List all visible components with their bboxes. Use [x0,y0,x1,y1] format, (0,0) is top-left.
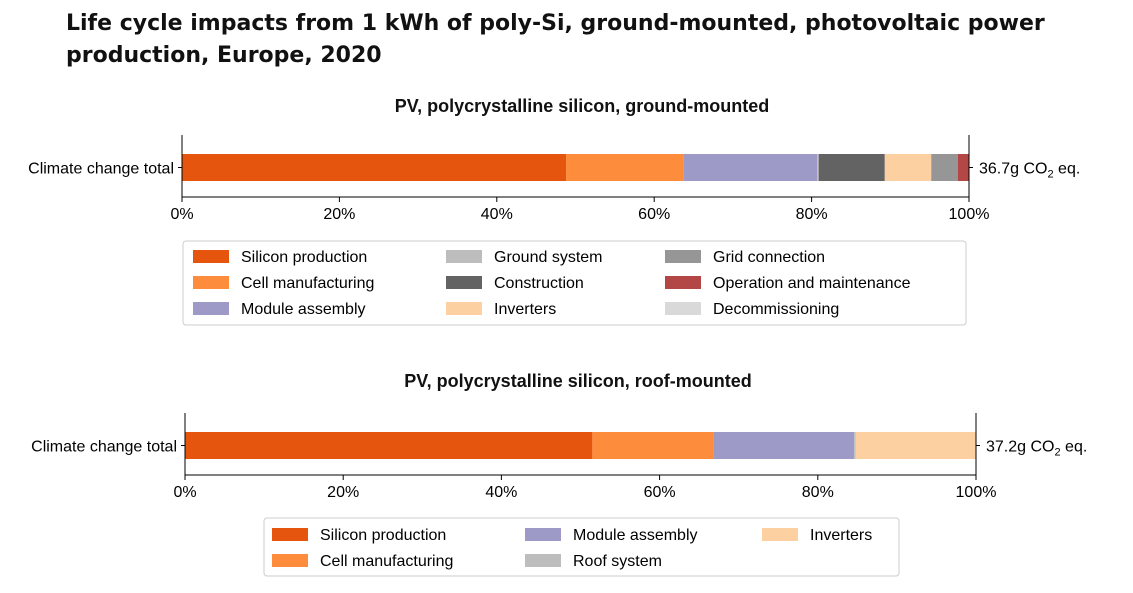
total-label: 36.7g CO2 eq. [979,161,1080,181]
legend-swatch [193,302,229,315]
legend-label: Decommissioning [713,301,839,318]
bar-segment-cell-manufacturing [592,432,714,459]
x-tick-label: 80% [802,484,834,501]
legend-label: Module assembly [241,301,366,318]
legend-label: Operation and maintenance [713,275,911,292]
bar-segment-operation-and-maintenance [957,154,969,181]
legend-box [263,517,900,577]
legend-swatch [665,276,701,289]
bar-segment-cell-manufacturing [566,154,684,181]
legend-swatch [665,250,701,263]
bar-segment-inverters [884,154,932,181]
legend-label: Grid connection [713,249,825,266]
legend-swatch [446,302,482,315]
bar-segment-roof-system [854,432,856,459]
x-tick-label: 0% [173,484,196,501]
legend-label: Module assembly [573,527,698,544]
bar-segment-module-assembly [683,154,818,181]
legend-swatch [272,528,308,541]
legend-label: Inverters [810,527,872,544]
legend-label: Construction [494,275,584,292]
x-tick-label: 60% [644,484,676,501]
legend-label: Roof system [573,553,662,570]
x-tick-label: 100% [949,206,990,223]
legend-swatch [272,554,308,567]
x-tick-label: 40% [485,484,517,501]
legend-swatch [665,302,701,315]
legend-label: Silicon production [241,249,367,266]
bar-segment-module-assembly [713,432,855,459]
chart-title: PV, polycrystalline silicon, roof-mounte… [404,371,751,391]
legend-swatch [446,250,482,263]
legend-swatch [525,528,561,541]
x-tick-label: 60% [638,206,670,223]
legend-label: Cell manufacturing [241,275,374,292]
legend-label: Silicon production [320,527,446,544]
legend-label: Inverters [494,301,556,318]
x-tick-label: 0% [170,206,193,223]
legend-label: Ground system [494,249,602,266]
bar-segment-ground-system [817,154,819,181]
legend-swatch [193,276,229,289]
legend-box [182,240,967,326]
legend-swatch [193,250,229,263]
bar-segment-construction [818,154,885,181]
legend-swatch [446,276,482,289]
x-tick-label: 80% [796,206,828,223]
bar-segment-silicon-production [185,432,593,459]
legend-swatch [762,528,798,541]
bar-segment-silicon-production [182,154,567,181]
bar-segment-grid-connection [931,154,958,181]
x-tick-label: 20% [323,206,355,223]
page-title: Life cycle impacts from 1 kWh of poly-Si… [66,11,1045,68]
chart-title: PV, polycrystalline silicon, ground-moun… [395,96,769,116]
legend-swatch [525,554,561,567]
legend-label: Cell manufacturing [320,553,453,570]
x-tick-label: 40% [481,206,513,223]
total-label: 37.2g CO2 eq. [986,439,1087,459]
y-tick-label: Climate change total [31,439,177,456]
y-tick-label: Climate change total [28,161,174,178]
bar-segment-inverters [855,432,976,459]
x-tick-label: 20% [327,484,359,501]
x-tick-label: 100% [956,484,997,501]
